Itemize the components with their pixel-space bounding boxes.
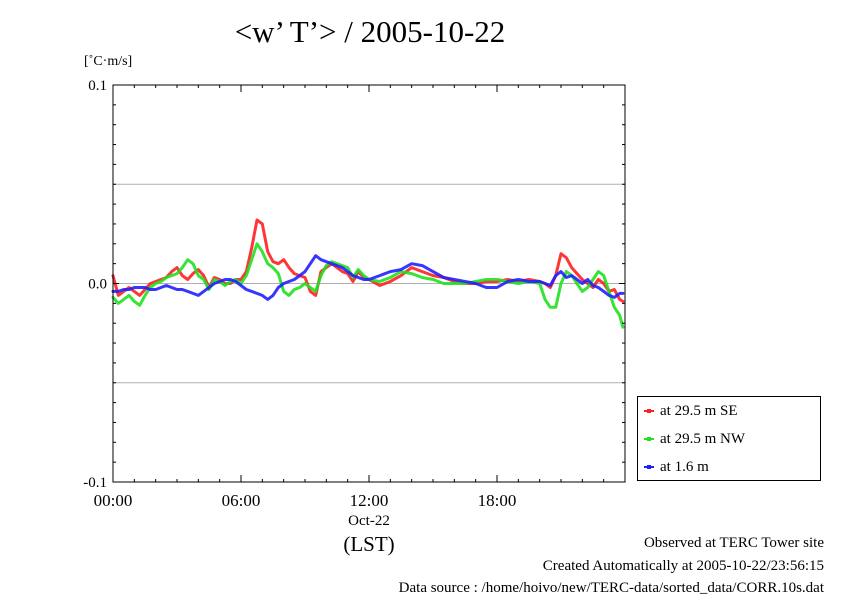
x-axis-label: (LST) <box>343 532 395 556</box>
chart-title: <w’ T’> / 2005-10-22 <box>234 14 506 49</box>
axis-tick-labels: -0.1 0.0 0.1 00:00 06:00 12:00 18:00 <box>83 78 516 510</box>
series-layer <box>111 218 625 329</box>
footer-source: Data source : /home/hoivo/new/TERC-data/… <box>398 580 824 596</box>
legend-item-se: at 29.5 m SE <box>644 402 738 420</box>
y-axis-unit-label: [˚C·m/s] <box>84 54 133 69</box>
y-tick-label: 0.0 <box>88 277 107 293</box>
legend: at 29.5 m SE at 29.5 m NW at 1.6 m <box>637 396 821 481</box>
x-tick-label: 12:00 <box>350 491 389 510</box>
x-tick-label: 06:00 <box>222 491 261 510</box>
legend-swatch-1-6m <box>644 465 654 469</box>
y-tick-label: 0.1 <box>88 78 107 94</box>
x-axis-date-label: Oct-22 <box>348 513 390 529</box>
footer-site: Observed at TERC Tower site <box>643 535 824 551</box>
y-tick-label: -0.1 <box>83 475 107 491</box>
x-tick-label: 00:00 <box>94 491 133 510</box>
legend-label-1-6m: at 1.6 m <box>660 458 709 475</box>
x-tick-label: 18:00 <box>478 491 517 510</box>
legend-item-1-6m: at 1.6 m <box>644 458 709 476</box>
series-line-1-6m <box>111 254 625 301</box>
legend-swatch-se <box>644 409 654 413</box>
legend-swatch-nw <box>644 437 654 441</box>
footer-created: Created Automatically at 2005-10-22/23:5… <box>542 558 824 574</box>
series-line-29-5m-nw <box>111 242 625 329</box>
legend-label-se: at 29.5 m SE <box>660 402 738 419</box>
axis-ticks <box>112 84 626 483</box>
legend-label-nw: at 29.5 m NW <box>660 430 745 447</box>
legend-item-nw: at 29.5 m NW <box>644 430 745 448</box>
